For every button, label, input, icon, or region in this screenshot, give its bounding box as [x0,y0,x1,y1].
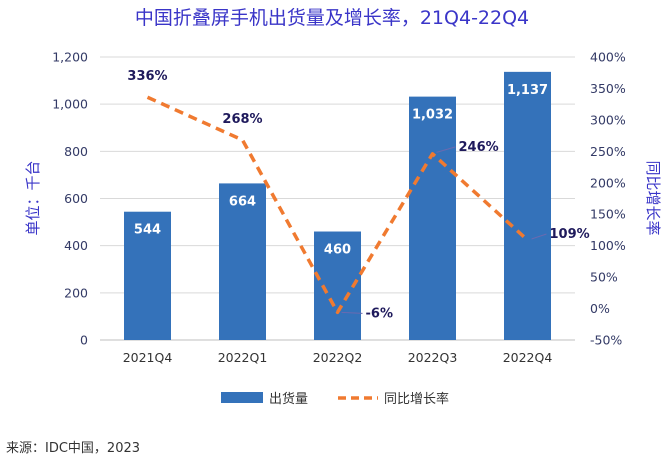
left-axis-ticks: 0 200 400 600 800 1,000 1,200 [52,50,88,348]
bar-value-label: 664 [229,194,256,209]
rate-label-leader [341,311,363,314]
y-right-tick-label: 400% [590,50,626,65]
y-tick-label: 200 [64,285,88,300]
y-right-tick-label: 150% [590,207,626,222]
bar [504,71,551,341]
chart-title: 中国折叠屏手机出货量及增长率，21Q4-22Q4 [135,7,529,29]
y-tick-label: 400 [64,238,88,253]
rate-value-label: 336% [127,69,167,84]
y-axis-right-label: 同比增长率 [644,160,662,235]
growth-line [146,95,529,315]
legend-label-shipments: 出货量 [269,391,308,407]
y-tick-label: 800 [64,144,88,159]
rate-value-label: 109% [550,227,590,242]
bar-value-label: 1,137 [507,83,548,98]
bar-value-label: 460 [324,243,351,258]
source-note: 来源：IDC中国，2023 [6,441,140,456]
rate-value-label: 268% [222,112,262,127]
x-tick-label: 2021Q4 [123,350,173,365]
x-tick-label: 2022Q4 [503,350,553,365]
y-tick-label: 1,200 [52,50,88,65]
x-tick-label: 2022Q3 [408,350,458,365]
y-tick-label: 0 [80,333,88,348]
y-right-tick-label: 250% [590,144,626,159]
bar-series [124,71,551,341]
bar [219,183,266,340]
rate-value-label: -6% [366,306,393,321]
y-right-tick-label: 200% [590,175,626,190]
x-axis-ticks: 2021Q4 2022Q1 2022Q2 2022Q3 2022Q4 [123,350,553,365]
y-right-tick-label: 350% [590,81,626,96]
y-right-tick-label: 0% [590,301,610,316]
x-tick-label: 2022Q1 [218,350,268,365]
rate-label-leader [531,233,547,240]
bar [124,211,171,340]
y-right-tick-label: -50% [590,333,622,348]
y-right-tick-label: 300% [590,112,626,127]
y-axis-label: 单位：千台 [24,160,42,235]
right-axis-ticks: -50% 0% 50% 100% 150% 200% 250% 300% 350% 400% [590,50,626,348]
rate-value-label: 246% [459,140,499,155]
bar-data-labels: 544 664 460 1,032 1,137 [134,83,548,258]
rate-data-labels: 336% 268% -6% 246% 109% [127,69,589,321]
x-tick-label: 2022Q2 [313,350,363,365]
bar-value-label: 1,032 [412,108,453,123]
y-tick-label: 1,000 [52,97,88,112]
y-tick-label: 600 [64,191,88,206]
legend: 出货量 同比增长率 [221,391,449,407]
bar [409,96,456,341]
legend-swatch-bar [221,392,263,403]
y-right-tick-label: 50% [590,270,618,285]
legend-label-growth: 同比增长率 [384,391,449,407]
y-right-tick-label: 100% [590,238,626,253]
rate-label-leader [436,146,456,153]
line-series [146,95,529,315]
bar-value-label: 544 [134,223,161,238]
